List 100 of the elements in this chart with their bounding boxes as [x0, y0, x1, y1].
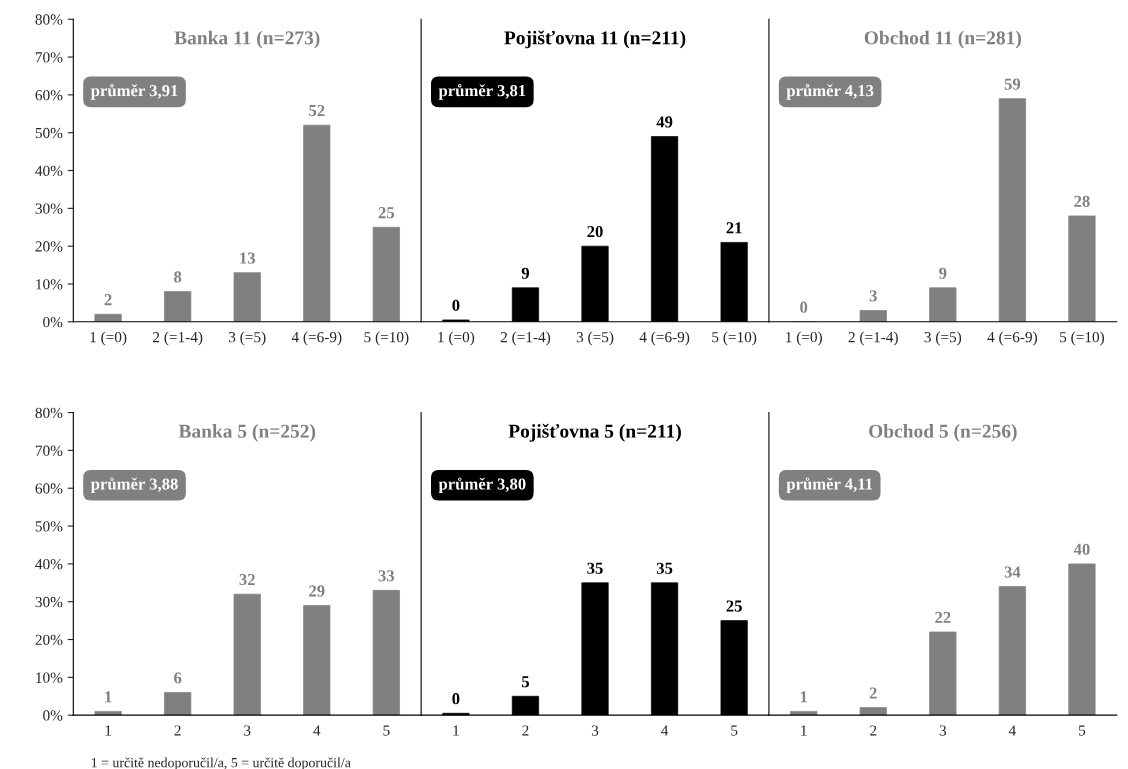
data-label: 49	[656, 116, 673, 128]
data-label: 6	[174, 672, 182, 684]
data-label: 25	[378, 207, 395, 219]
data-label: 21	[726, 222, 742, 234]
bar	[303, 605, 331, 716]
annotation: průměr 4,11	[786, 477, 873, 494]
x-tick-label: 4	[313, 725, 321, 736]
y-tick-label: 30%	[35, 203, 63, 214]
x-tick-label: 4 (=6-9)	[291, 331, 342, 346]
data-label: 2	[869, 687, 877, 699]
bar	[94, 313, 122, 322]
y-tick-label: 20%	[35, 241, 63, 252]
x-tick-label: 3	[939, 725, 947, 736]
x-tick-label: 3	[244, 725, 251, 736]
x-tick-label: 5 (=10)	[364, 331, 409, 346]
data-label: 22	[935, 611, 951, 623]
y-tick-label: 0%	[43, 316, 63, 328]
bar	[929, 287, 957, 322]
x-tick-label: 1	[105, 725, 111, 736]
x-tick-label: 3	[591, 725, 599, 736]
x-tick-label: 2 (=1-4)	[500, 331, 551, 346]
x-tick-label: 1	[453, 725, 459, 736]
data-label: 28	[1074, 195, 1090, 207]
y-tick-label: 40%	[35, 559, 63, 570]
data-label: 29	[309, 585, 325, 597]
x-tick-label: 1 (=0)	[786, 331, 822, 346]
bar	[94, 711, 122, 716]
bar	[372, 590, 400, 716]
bar	[1068, 215, 1096, 322]
data-label: 20	[587, 225, 603, 238]
data-label: 8	[174, 271, 182, 283]
text: Pojišťovna 11 (n=211)	[504, 30, 686, 49]
data-label: 1	[800, 691, 807, 703]
data-label: 33	[378, 570, 395, 582]
x-tick-label: 2	[870, 725, 877, 736]
data-label: 59	[1004, 78, 1021, 90]
data-label: 35	[587, 562, 603, 574]
annotation: průměr 3,81	[438, 84, 526, 100]
text: Pojišťovna 5 (n=211)	[508, 423, 681, 442]
x-tick-label: 4	[661, 725, 669, 736]
y-tick-label: 50%	[35, 521, 63, 532]
data-label: 1	[105, 691, 112, 703]
data-label: 9	[939, 267, 947, 279]
y-tick-label: 80%	[35, 14, 63, 25]
y-tick-label: 10%	[36, 279, 63, 290]
data-label: 13	[240, 252, 255, 264]
data-label: 25	[726, 600, 742, 612]
x-tick-label: 1 (=0)	[90, 331, 127, 346]
bar	[998, 98, 1026, 322]
bar	[859, 310, 887, 322]
x-tick-label: 4 (=6-9)	[987, 331, 1038, 346]
data-label: 0	[452, 299, 460, 311]
x-tick-label: 5 (=10)	[712, 331, 757, 346]
data-label: 35	[656, 562, 673, 574]
data-label: 9	[521, 267, 530, 279]
y-tick-label: 70%	[35, 52, 63, 63]
data-label: 0	[452, 693, 460, 705]
data-label: 3	[869, 290, 877, 302]
x-tick-label: 3 (=5)	[576, 331, 614, 346]
bar	[929, 631, 957, 716]
data-label: 5	[521, 676, 530, 688]
annotation: průměr 3,80	[438, 477, 526, 494]
x-tick-label: 4 (=6-9)	[639, 331, 690, 346]
y-tick-label: 80%	[35, 407, 63, 419]
bar	[1068, 563, 1096, 716]
x-tick-label: 1 (=0)	[438, 331, 475, 346]
text: Obchod 5 (n=256)	[869, 424, 1017, 442]
y-tick-label: 50%	[35, 127, 63, 139]
y-tick-label: 60%	[35, 483, 63, 494]
y-tick-label: 20%	[35, 634, 63, 646]
bar	[372, 226, 400, 322]
data-label: 32	[239, 573, 255, 586]
bar	[303, 124, 331, 322]
bar	[790, 711, 818, 716]
x-tick-label: 2 (=1-4)	[848, 331, 898, 346]
annotation: průměr 3,88	[90, 477, 178, 494]
x-tick-label: 3 (=5)	[229, 331, 266, 346]
y-tick-label: 40%	[35, 165, 63, 177]
y-tick-label: 30%	[35, 596, 63, 608]
text: Banka 5 (n=252)	[178, 424, 316, 442]
bar	[164, 291, 192, 322]
bar	[998, 586, 1026, 716]
annotation: průměr 3,91	[90, 84, 178, 100]
bar	[859, 707, 887, 716]
data-label: 2	[104, 294, 112, 306]
x-tick-label: 2	[522, 725, 529, 736]
x-tick-label: 4	[1008, 725, 1016, 736]
x-tick-label: 1	[801, 725, 807, 736]
bar	[233, 593, 261, 716]
y-tick-label: 0%	[43, 710, 63, 721]
x-tick-label: 3 (=5)	[924, 331, 962, 346]
data-label: 0	[800, 301, 808, 313]
text: Banka 11 (n=273)	[174, 30, 320, 49]
x-tick-label: 5	[383, 725, 390, 736]
x-tick-label: 2	[174, 725, 181, 736]
bar	[164, 692, 192, 716]
text: Obchod 11 (n=281)	[864, 30, 1021, 49]
x-tick-label: 5	[1079, 725, 1086, 736]
y-tick-label: 10%	[36, 672, 63, 683]
bar	[233, 272, 261, 322]
